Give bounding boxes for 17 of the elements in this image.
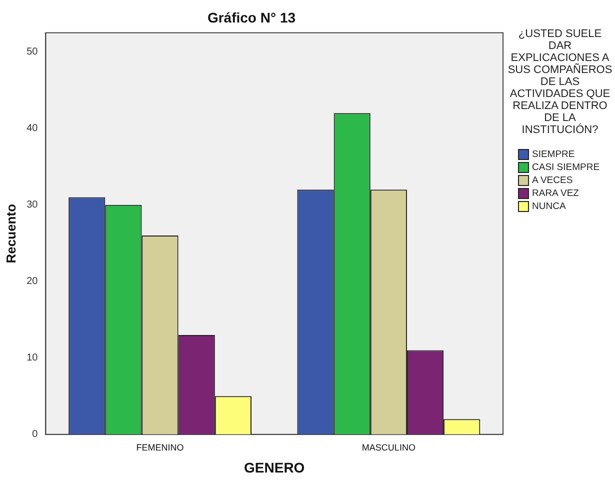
y-tick-label: 20	[26, 276, 38, 288]
x-tick-label: FEMENINO	[136, 442, 184, 452]
x-tick-label: MASCULINO	[362, 442, 416, 452]
y-tick-label: 10	[26, 352, 38, 364]
x-axis-title: GENERO	[244, 459, 305, 476]
legend-label: RARA VEZ	[532, 188, 579, 199]
y-tick-label: 50	[26, 46, 38, 58]
legend-label: CASI SIEMPRE	[532, 162, 600, 173]
y-tick-label: 40	[26, 123, 38, 134]
text: ¿USTED SUELE DAR EXPLICACIONES A SUS COMPAÑEROS DE LAS ACTIVIDADES QUE REALIZA DENTRO DE LA INSTITUCIÓN?	[508, 28, 612, 136]
y-axis-title: Recuento	[3, 204, 18, 264]
legend-label: SIEMPRE	[532, 149, 575, 160]
y-tick-label: 30	[26, 200, 38, 211]
chart-title: Gráfico N° 13	[207, 9, 296, 26]
y-tick-label: 0	[32, 429, 38, 440]
legend-label: NUNCA	[532, 201, 566, 212]
legend-label: A VECES	[532, 175, 573, 186]
